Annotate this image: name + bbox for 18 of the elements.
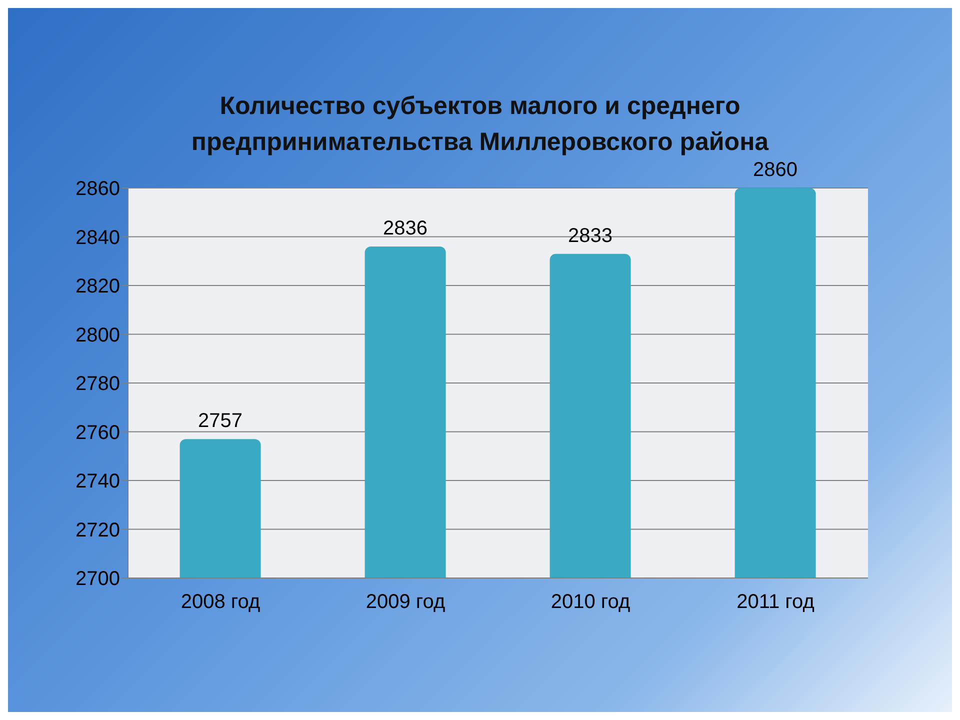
- data-label: 2833: [568, 224, 613, 247]
- y-tick-label: 2720: [76, 519, 120, 542]
- x-tick-label: 2009 год: [366, 591, 446, 614]
- y-tick-label: 2700: [76, 568, 120, 590]
- y-tick-label: 2820: [76, 276, 120, 298]
- y-tick-label: 2760: [76, 422, 120, 444]
- y-tick-label: 2860: [76, 178, 120, 200]
- y-tick-label: 2740: [76, 470, 120, 493]
- x-tick-label: 2008 год: [180, 591, 260, 614]
- y-tick-label: 2800: [76, 324, 120, 346]
- y-tick-label: 2840: [76, 226, 120, 249]
- x-tick-label: 2010 год: [550, 591, 630, 614]
- chart-title: Количество субъектов малого и среднего предпринимательства Миллеровского района: [190, 91, 770, 158]
- y-tick-label: 2780: [76, 373, 120, 396]
- data-label: 2860: [753, 159, 798, 181]
- x-tick-label: 2011 год: [736, 591, 815, 614]
- data-label: 2757: [198, 410, 243, 432]
- data-label: 2836: [383, 218, 428, 240]
